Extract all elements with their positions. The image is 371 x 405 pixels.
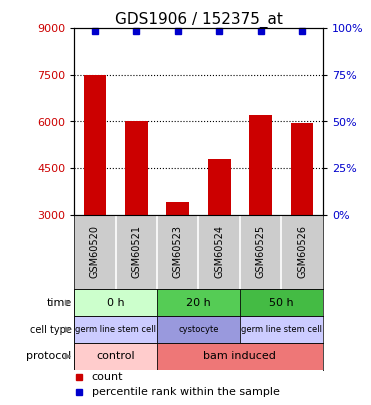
Bar — [157, 316, 240, 343]
Text: GSM60520: GSM60520 — [90, 226, 100, 278]
Bar — [83, 75, 106, 215]
Text: control: control — [96, 352, 135, 361]
Text: count: count — [92, 372, 123, 382]
Bar — [74, 316, 157, 343]
Text: bam induced: bam induced — [203, 352, 276, 361]
Text: percentile rank within the sample: percentile rank within the sample — [92, 387, 279, 397]
Text: cell type: cell type — [30, 324, 72, 335]
Bar — [249, 115, 272, 215]
Text: cystocyte: cystocyte — [178, 325, 219, 334]
Bar — [74, 289, 157, 316]
Text: GSM60525: GSM60525 — [256, 225, 266, 279]
Bar — [240, 316, 323, 343]
Text: protocol: protocol — [26, 352, 72, 361]
Text: time: time — [46, 298, 72, 308]
Text: GSM60526: GSM60526 — [297, 226, 307, 278]
Title: GDS1906 / 152375_at: GDS1906 / 152375_at — [115, 12, 282, 28]
Text: 50 h: 50 h — [269, 298, 294, 308]
Bar — [157, 343, 323, 370]
Text: GSM60521: GSM60521 — [131, 226, 141, 278]
Bar — [125, 122, 148, 215]
Text: GSM60524: GSM60524 — [214, 226, 224, 278]
Bar — [157, 289, 240, 316]
Text: 20 h: 20 h — [186, 298, 211, 308]
Bar — [208, 159, 231, 215]
Bar — [74, 343, 157, 370]
Bar — [166, 202, 189, 215]
Text: 0 h: 0 h — [107, 298, 124, 308]
Text: germ line stem cell: germ line stem cell — [75, 325, 156, 334]
Text: germ line stem cell: germ line stem cell — [241, 325, 322, 334]
Text: GSM60523: GSM60523 — [173, 226, 183, 278]
Bar — [240, 289, 323, 316]
Bar — [290, 123, 313, 215]
